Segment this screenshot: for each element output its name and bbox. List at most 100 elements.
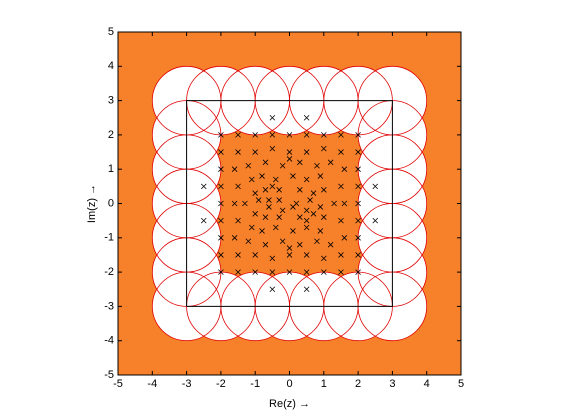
eigenvalue-marker <box>279 207 286 214</box>
eigenvalue-marker <box>321 145 327 152</box>
x-tick-label: -5 <box>113 378 123 390</box>
eigenvalue-marker <box>303 224 310 231</box>
eigenvalue-marker <box>297 186 303 193</box>
eigenvalue-marker <box>286 269 293 275</box>
eigenvalue-marker <box>252 149 258 155</box>
eigenvalue-marker <box>259 173 265 179</box>
x-tick-label: -2 <box>216 378 226 390</box>
eigenvalue-marker <box>341 235 348 241</box>
eigenvalue-marker <box>235 132 241 138</box>
square <box>186 100 393 307</box>
eigenvalue-marker <box>317 228 324 234</box>
x-tick-label: -3 <box>182 378 192 390</box>
eigenvalue-marker <box>266 204 272 210</box>
eigenvalue-marker <box>303 207 310 214</box>
eigenvalue-marker <box>355 269 361 275</box>
eigenvalue-marker <box>303 132 310 138</box>
eigenvalue-marker <box>269 114 276 121</box>
eigenvalue-marker <box>252 132 258 138</box>
eigenvalue-marker <box>218 200 224 207</box>
eigenvalue-marker <box>303 286 310 293</box>
eigenvalue-marker <box>355 200 361 207</box>
eigenvalue-marker <box>355 252 361 258</box>
eigenvalue-marker <box>245 238 252 245</box>
eigenvalue-marker <box>262 241 269 248</box>
eigenvalue-marker <box>259 228 265 234</box>
eigenvalue-marker <box>266 197 272 203</box>
eigenvalue-marker <box>331 200 337 207</box>
eigenvalue-marker <box>297 159 303 166</box>
eigenvalue-marker <box>338 217 344 224</box>
eigenvalue-marker <box>297 241 303 248</box>
eigenvalue-marker <box>200 217 207 224</box>
eigenvalue-marker <box>218 132 224 138</box>
eigenvalue-marker <box>252 269 258 275</box>
x-tick-label: -4 <box>147 378 157 390</box>
eigenvalue-marker <box>286 132 293 138</box>
eigenvalue-marker <box>252 211 258 217</box>
eigenvalue-marker <box>255 197 262 203</box>
eigenvalue-marker <box>321 255 327 262</box>
eigenvalue-marker <box>355 132 361 138</box>
x-tick-label: -1 <box>250 378 260 390</box>
eigenvalue-marker <box>290 204 296 210</box>
eigenvalue-marker <box>269 145 276 152</box>
eigenvalue-marker <box>338 149 344 155</box>
eigenvalue-marker <box>303 217 310 224</box>
eigenvalue-marker <box>297 214 303 221</box>
eigenvalue-marker <box>310 211 317 217</box>
eigenvalue-marker <box>218 235 224 241</box>
eigenvalue-marker <box>235 269 241 275</box>
eigenvalue-marker <box>218 149 224 155</box>
eigenvalue-marker <box>218 183 224 190</box>
eigenvalue-marker <box>252 252 258 258</box>
x-tick-label: 1 <box>321 378 327 390</box>
eigenvalue-marker <box>276 197 282 203</box>
x-tick-label: 5 <box>458 378 464 390</box>
eigenvalue-marker <box>269 183 276 190</box>
y-tick-label: 5 <box>108 26 114 38</box>
eigenvalue-marker <box>355 166 361 172</box>
eigenvalue-marker <box>235 217 241 224</box>
eigenvalue-marker <box>276 186 282 193</box>
eigenvalue-marker <box>317 204 324 210</box>
eigenvalue-marker <box>218 166 224 172</box>
y-tick-label: -1 <box>104 232 114 244</box>
y-axis-label: Im(z) → <box>86 184 98 223</box>
eigenvalue-marker <box>321 132 327 138</box>
eigenvalue-marker <box>269 132 276 138</box>
eigenvalue-marker <box>218 252 224 258</box>
eigenvalue-marker <box>338 252 344 258</box>
eigenvalue-marker <box>307 197 313 203</box>
eigenvalue-marker <box>355 149 361 155</box>
eigenvalue-marker <box>372 217 379 224</box>
eigenvalue-marker <box>235 149 241 155</box>
eigenvalue-marker <box>303 176 310 183</box>
eigenvalue-marker <box>262 186 269 193</box>
eigenvalue-marker <box>276 214 282 221</box>
eigenvalue-marker <box>248 224 255 231</box>
eigenvalue-marker <box>341 200 348 207</box>
eigenvalue-marker <box>303 269 310 275</box>
eigenvalue-marker <box>235 252 241 258</box>
eigenvalue-marker <box>269 255 276 262</box>
eigenvalue-marker <box>218 217 224 224</box>
eigenvalue-marker <box>338 183 344 190</box>
eigenvalue-marker <box>286 149 293 155</box>
eigenvalue-marker <box>231 235 238 241</box>
x-axis-label: Re(z) → <box>269 398 310 410</box>
eigenvalue-marker <box>231 166 238 172</box>
y-tick-label: -5 <box>104 369 114 381</box>
eigenvalue-marker <box>235 183 241 190</box>
eigenvalue-marker <box>338 132 344 138</box>
eigenvalue-marker <box>269 286 276 293</box>
y-tick-label: 3 <box>108 95 114 107</box>
eigenvalue-marker <box>321 186 327 193</box>
eigenvalue-marker <box>279 162 286 169</box>
eigenvalue-marker <box>279 238 286 245</box>
y-tick-label: 1 <box>108 163 114 175</box>
eigenvalue-marker <box>310 190 317 196</box>
eigenvalue-marker <box>272 176 279 183</box>
x-tick-label: 3 <box>389 378 395 390</box>
